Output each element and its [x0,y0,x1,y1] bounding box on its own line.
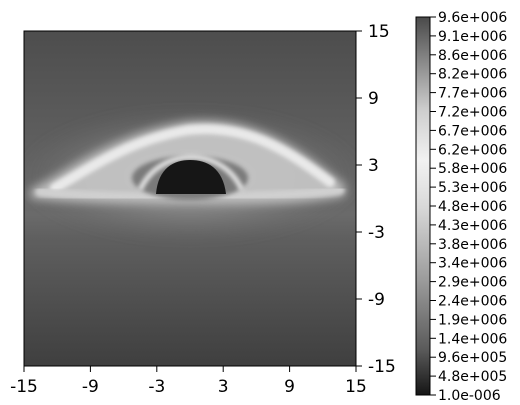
colorbar-gradient [415,16,431,396]
x-tick-label: 15 [345,377,367,397]
y-tick-label: 3 [368,156,379,176]
colorbar-tick-label: 5.8e+006 [438,161,507,177]
colorbar-tick-label: 5.3e+006 [438,180,507,196]
colorbar-tick-label: 6.2e+006 [438,142,507,158]
x-axis: -15 -9 -3 3 9 15 [10,366,367,397]
colorbar-tick-label: 9.6e+006 [438,10,507,26]
x-tick-label: -9 [82,377,99,397]
heatmap-plot [24,31,356,366]
x-tick-label: -15 [10,377,38,397]
colorbar-tick-label: 4.8e+006 [438,199,507,215]
y-tick-label: 9 [368,89,379,109]
plot-frame [23,30,357,367]
colorbar-tick-label: 8.2e+006 [438,67,507,83]
colorbar-tick-label: 6.7e+006 [438,123,507,139]
x-tick-label: -3 [148,377,165,397]
y-tick-label: -3 [368,223,385,243]
colorbar-tick-label: 3.8e+006 [438,237,507,253]
colorbar-tick-label: 2.9e+006 [438,275,507,291]
photon-ring [137,154,245,192]
black-hole-shadow [156,160,226,194]
y-tick-label: -15 [368,357,396,377]
colorbar-tick-label: 2.4e+006 [438,294,507,310]
colorbar-tick-label: 9.1e+006 [438,29,507,45]
disk-bright-arc [50,124,335,193]
colorbar-tick-label: 1.4e+006 [438,331,507,347]
colorbar-tick-label: 7.7e+006 [438,86,507,102]
colorbar-tick-label: 1.0e-006 [438,388,501,404]
colorbar-tick-label: 4.3e+006 [438,218,507,234]
colorbar-tick-label: 7.2e+006 [438,105,507,121]
colorbar-tick-label: 4.8e+005 [438,369,507,385]
colorbar: 9.6e+006 9.1e+006 8.6e+006 8.2e+006 7.7e+006… [415,10,507,404]
colorbar-labels: 9.6e+006 9.1e+006 8.6e+006 8.2e+006 7.7e+006… [430,10,507,404]
colorbar-tick-label: 9.6e+005 [438,350,507,366]
colorbar-tick-label: 1.9e+006 [438,312,507,328]
colorbar-tick-label: 8.6e+006 [438,48,507,64]
y-axis: 15 9 3 -3 -9 -15 [356,22,396,377]
x-tick-label: 9 [284,377,295,397]
y-tick-label: -9 [368,290,385,310]
colorbar-tick-label: 3.4e+006 [438,256,507,272]
y-tick-label: 15 [368,22,390,42]
x-tick-label: 3 [218,377,229,397]
